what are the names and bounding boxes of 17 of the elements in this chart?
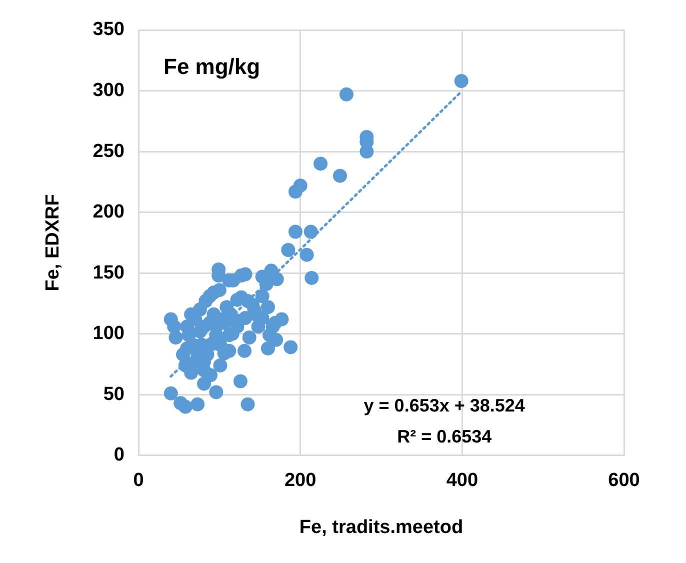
annotation: y = 0.653x + 38.524 xyxy=(364,395,525,416)
x-tick-label: 600 xyxy=(608,470,640,492)
y-tick-label: 250 xyxy=(92,140,124,162)
y-tick-label: 0 xyxy=(114,444,124,466)
x-tick-label: 0 xyxy=(133,470,144,492)
x-tick-label: 200 xyxy=(284,470,316,492)
y-tick-label: 150 xyxy=(92,262,124,284)
annotation: R² = 0.6534 xyxy=(397,426,492,446)
y-axis-title: Fe, EDXRF xyxy=(42,194,64,292)
x-tick-label: 400 xyxy=(446,470,478,492)
x-axis-title: Fe, tradits.meetod xyxy=(299,516,464,538)
y-tick-label: 350 xyxy=(92,19,124,40)
y-tick-label: 100 xyxy=(92,323,124,344)
y-tick-label: 200 xyxy=(92,202,124,223)
y-tick-label: 300 xyxy=(92,80,124,102)
text: Fe mg/kg xyxy=(164,54,260,79)
y-tick-label: 50 xyxy=(103,384,124,405)
